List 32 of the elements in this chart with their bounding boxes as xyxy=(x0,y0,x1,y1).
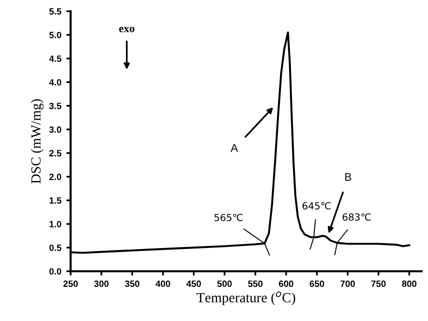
annotation: 565℃ xyxy=(214,214,243,222)
x-tick-label: 550 xyxy=(248,280,262,287)
x-axis-title: Temperature ($^{o}$C) xyxy=(196,291,296,306)
y-tick-label: 5.5 xyxy=(49,8,62,15)
x-tick-label: 450 xyxy=(186,280,201,287)
y-tick-label: 2.5 xyxy=(49,150,62,156)
annotation: 683℃ xyxy=(342,213,371,221)
annotation: B xyxy=(345,173,352,181)
y-tick-label: 1.0 xyxy=(50,220,62,228)
x-tick-label: 750 xyxy=(371,280,386,287)
x-tick-label: 350 xyxy=(124,280,140,287)
x-tick-label: 700 xyxy=(340,280,355,287)
y-tick-label: 4.0 xyxy=(49,79,62,86)
x-tick-label: 400 xyxy=(156,280,170,287)
y-tick-label: 1.5 xyxy=(50,197,62,204)
y-tick-label: 0.5 xyxy=(49,244,62,251)
y-axis-title: DSC (mW/mg) xyxy=(30,99,44,184)
x-tick-label: 500 xyxy=(217,280,232,287)
x-tick-label: 650 xyxy=(310,280,324,287)
x-tick-label: 600 xyxy=(278,280,294,287)
x-tick-label: 800 xyxy=(402,280,416,287)
annotation: 645℃ xyxy=(302,202,331,210)
y-tick-label: 0.0 xyxy=(49,268,62,275)
annotation: A xyxy=(230,144,238,152)
y-tick-label: 4.5 xyxy=(49,56,62,62)
y-tick-label: 5.0 xyxy=(49,32,62,38)
y-tick-label: 2.0 xyxy=(49,174,62,180)
x-tick-label: 300 xyxy=(94,280,109,287)
y-tick-label: 3.5 xyxy=(49,102,62,110)
x-tick-label: 250 xyxy=(63,280,78,287)
y-tick-label: 3.0 xyxy=(49,126,62,133)
annotation: exo xyxy=(119,26,134,32)
